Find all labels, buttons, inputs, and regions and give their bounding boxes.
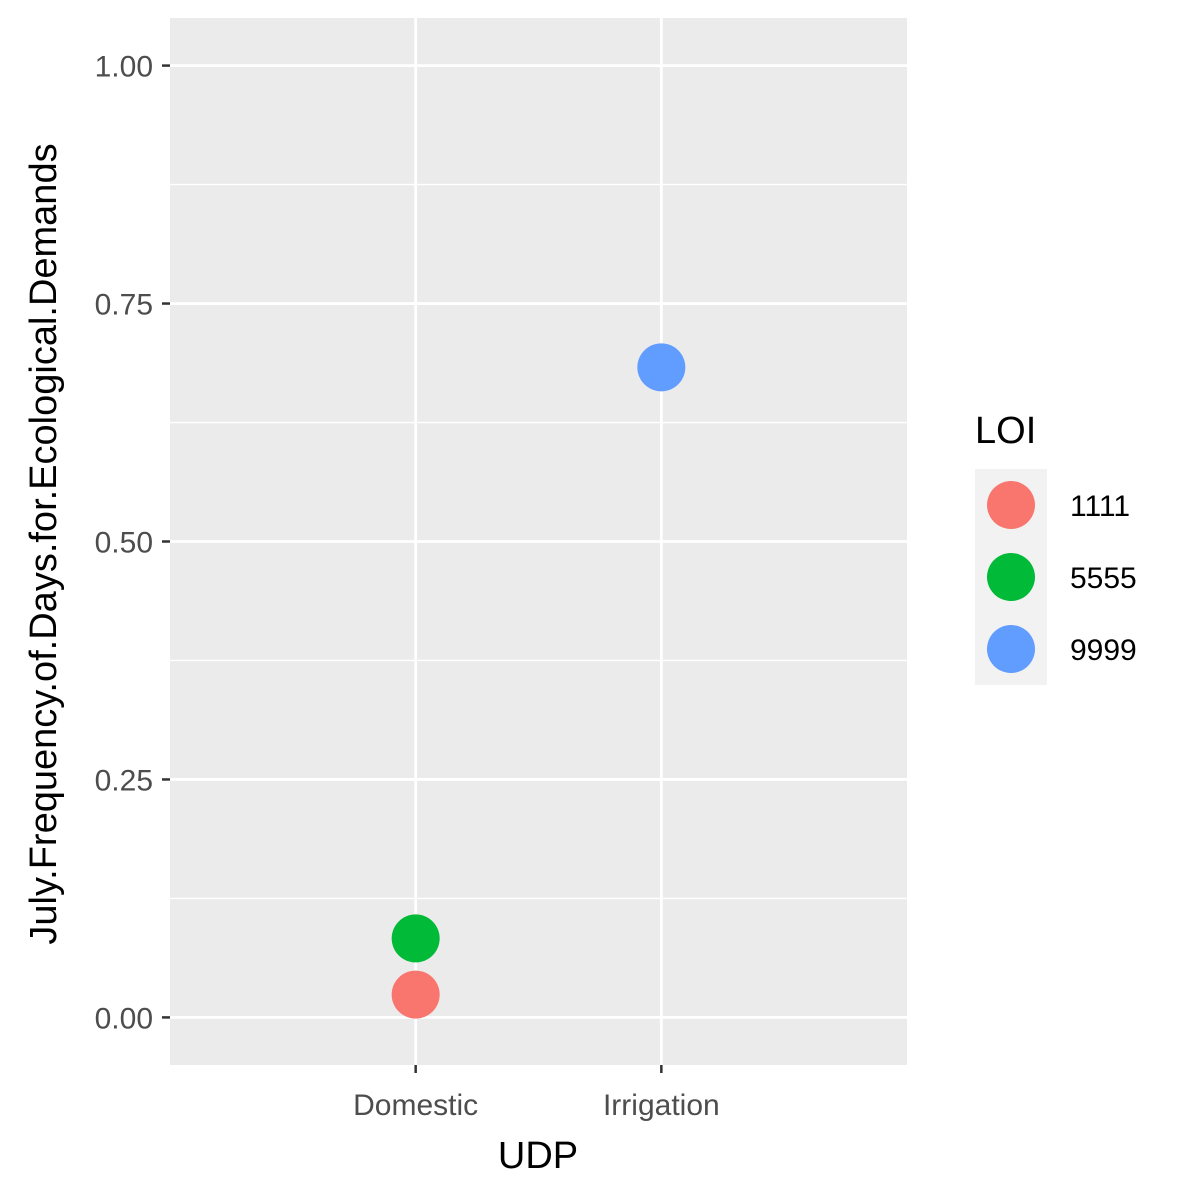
y-axis: 0.00 0.25 0.50 0.75 1.00 (95, 51, 170, 1035)
y-tick-label: 0.25 (95, 764, 153, 797)
legend-label: 1111 (1070, 490, 1130, 523)
data-point-5555 (391, 914, 440, 963)
legend-key-1111 (987, 481, 1035, 529)
major-gridlines (170, 18, 907, 1065)
legend-title: LOI (975, 410, 1036, 452)
x-axis-title: UDP (498, 1135, 578, 1177)
legend-items: 1111 5555 9999 (975, 469, 1137, 685)
y-axis-title: July.Frequency.of.Days.for.Ecological.De… (23, 143, 65, 944)
data-point-1111 (391, 970, 440, 1019)
x-tick-label: Irrigation (603, 1089, 720, 1122)
legend-key-5555 (987, 553, 1035, 601)
legend-label: 5555 (1070, 562, 1137, 595)
data-point-9999 (637, 343, 686, 392)
data-points (391, 343, 686, 1019)
y-tick-label: 0.00 (95, 1002, 153, 1035)
y-tick-label: 1.00 (95, 51, 153, 84)
legend: LOI 1111 5555 9999 (975, 410, 1137, 685)
y-tick-label: 0.50 (95, 527, 153, 560)
legend-key-9999 (987, 625, 1035, 673)
x-axis: Domestic Irrigation (353, 1065, 720, 1122)
y-tick-label: 0.75 (95, 289, 153, 322)
x-tick-label: Domestic (353, 1089, 478, 1122)
legend-label: 9999 (1070, 634, 1137, 667)
minor-gridlines (170, 183, 907, 900)
